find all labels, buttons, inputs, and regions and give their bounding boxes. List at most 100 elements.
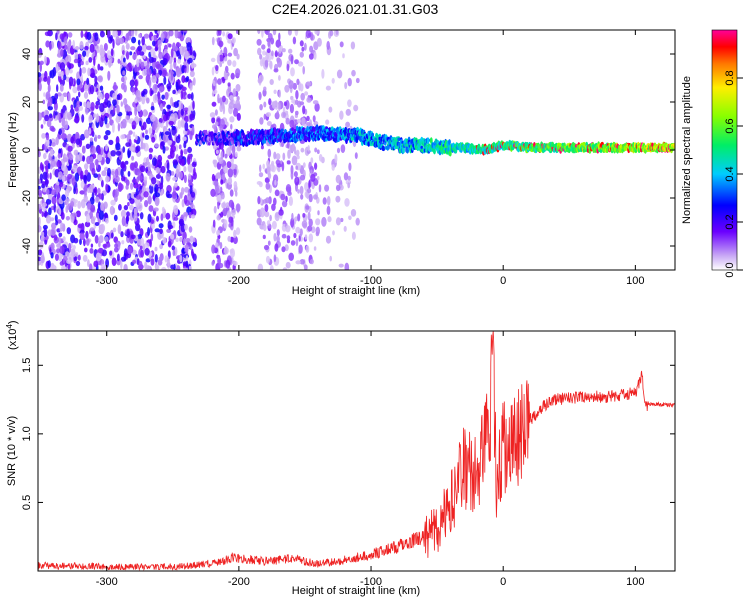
spectrogram-speckle	[130, 30, 135, 37]
spectrogram-speckle	[126, 228, 130, 239]
spectrogram-speckle	[355, 217, 360, 226]
spectrogram-speckle	[322, 197, 327, 205]
spectrogram-speckle	[140, 61, 145, 69]
spectrogram-speckle	[82, 155, 86, 162]
spectrogram-speckle	[190, 191, 196, 198]
spectrogram-speckle	[65, 205, 69, 213]
spectrogram-speckle	[139, 120, 142, 127]
spectrogram-speckle	[283, 101, 287, 107]
spectrogram-speckle	[73, 149, 79, 156]
spectrogram-speckle	[143, 191, 149, 198]
spectrogram-speckle	[104, 236, 109, 243]
spectrogram-speckle	[297, 61, 304, 67]
spectrogram-speckle	[218, 30, 222, 36]
spectrogram-track-cell	[426, 137, 430, 144]
spectrogram-speckle	[262, 89, 267, 97]
spectrogram-speckle	[184, 115, 190, 123]
spectrogram-speckle	[151, 136, 156, 143]
spectrogram-speckle	[215, 242, 219, 249]
spectrogram-speckle	[214, 121, 219, 126]
spectrogram-speckle	[97, 187, 101, 195]
spectrogram-speckle	[273, 151, 277, 160]
spectrogram-speckle	[316, 149, 320, 154]
spectrogram-speckle	[126, 115, 130, 121]
spectrogram-speckle	[94, 222, 100, 226]
spectrogram-speckle	[291, 99, 296, 104]
spectrogram-speckle	[44, 239, 48, 245]
spectrogram-speckle	[142, 109, 148, 117]
spectrogram-speckle	[213, 205, 217, 214]
spectrogram-speckle	[189, 48, 193, 56]
spectrogram-speckle	[133, 70, 137, 80]
spectrogram-speckle	[316, 176, 320, 181]
spectrogram-speckle	[227, 52, 233, 57]
spectrogram-speckle	[59, 261, 65, 266]
spectrogram-speckle	[220, 150, 224, 160]
spectrogram-speckle	[90, 243, 94, 248]
spectrogram-speckle	[132, 131, 136, 137]
spectrogram-speckle	[57, 171, 63, 180]
spectrogram-speckle	[79, 238, 82, 245]
spectrogram-speckle	[62, 92, 68, 98]
spectrogram-speckle	[212, 159, 216, 165]
spectrogram-speckle	[83, 91, 89, 99]
spectrogram-speckle	[281, 141, 285, 148]
spectrogram-speckle	[310, 173, 316, 182]
spectrogram-speckle	[163, 76, 167, 85]
spectrogram-speckle	[103, 43, 108, 51]
spectrogram-speckle	[348, 215, 352, 221]
spectrogram-speckle	[339, 110, 344, 120]
spectrogram-speckle	[144, 261, 148, 270]
spectrogram-speckle	[120, 168, 124, 178]
spectrogram-speckle	[265, 182, 271, 190]
spectrogram-speckle	[187, 105, 192, 115]
spectrogram-speckle	[74, 106, 79, 112]
spectrogram-speckle	[180, 118, 185, 128]
spectrogram-speckle	[61, 117, 66, 128]
spectrogram-speckle	[54, 253, 59, 261]
spectrogram-speckle	[180, 90, 184, 100]
spectrogram-speckle	[284, 84, 290, 93]
spectrogram-speckle	[42, 202, 47, 207]
colorbar-tick-label: 0.6	[724, 118, 736, 133]
spectrogram-speckle	[227, 39, 233, 44]
spectrogram-speckle	[278, 209, 284, 216]
spectrogram-speckle	[137, 39, 141, 46]
spectrogram-speckle	[329, 30, 334, 37]
spectrogram-speckle	[350, 41, 356, 50]
spectrogram-speckle	[129, 162, 135, 171]
spectrogram-speckle	[192, 253, 197, 262]
spectrogram-speckle	[70, 104, 74, 110]
spectrogram-speckle	[273, 232, 277, 242]
spectrogram-speckle	[174, 209, 179, 216]
spectrogram-speckle	[177, 119, 182, 129]
spectrogram-speckle	[331, 77, 335, 84]
colorbar: 0.0 0.2 0.4 0.6 0.8 Normalized spectral ampl…	[681, 29, 743, 278]
spectrogram-speckle	[60, 49, 64, 57]
spectrogram-speckle	[288, 48, 293, 54]
spectrogram-speckle	[339, 41, 344, 48]
spectrogram-speckle	[336, 147, 341, 154]
spectrogram-speckle	[181, 199, 185, 208]
spectrogram-speckle	[278, 89, 281, 98]
spectrogram-speckle	[154, 254, 158, 263]
spectrogram-speckle	[141, 36, 145, 46]
spectrogram-speckle	[220, 192, 225, 200]
spectrogram-speckle	[264, 177, 270, 184]
spectrogram-speckle	[122, 70, 126, 76]
spectrogram-speckle	[154, 196, 160, 207]
spectrogram-speckle	[138, 33, 142, 38]
spectrogram-speckle	[233, 229, 237, 239]
spectrogram-speckle	[223, 70, 227, 80]
spectrogram-speckle	[157, 95, 161, 106]
spectrogram-speckle	[86, 155, 92, 165]
spectrogram-speckle	[172, 159, 178, 166]
spectrogram-speckle	[267, 240, 271, 246]
spectrogram-speckle	[134, 64, 138, 73]
spectrogram-speckle	[78, 91, 81, 98]
spectrogram-speckle	[122, 146, 126, 153]
spectrogram-speckle	[235, 99, 241, 108]
spectrogram-speckle	[187, 155, 191, 165]
spectrogram-speckle	[158, 118, 163, 123]
spectrogram-speckle	[43, 76, 48, 82]
